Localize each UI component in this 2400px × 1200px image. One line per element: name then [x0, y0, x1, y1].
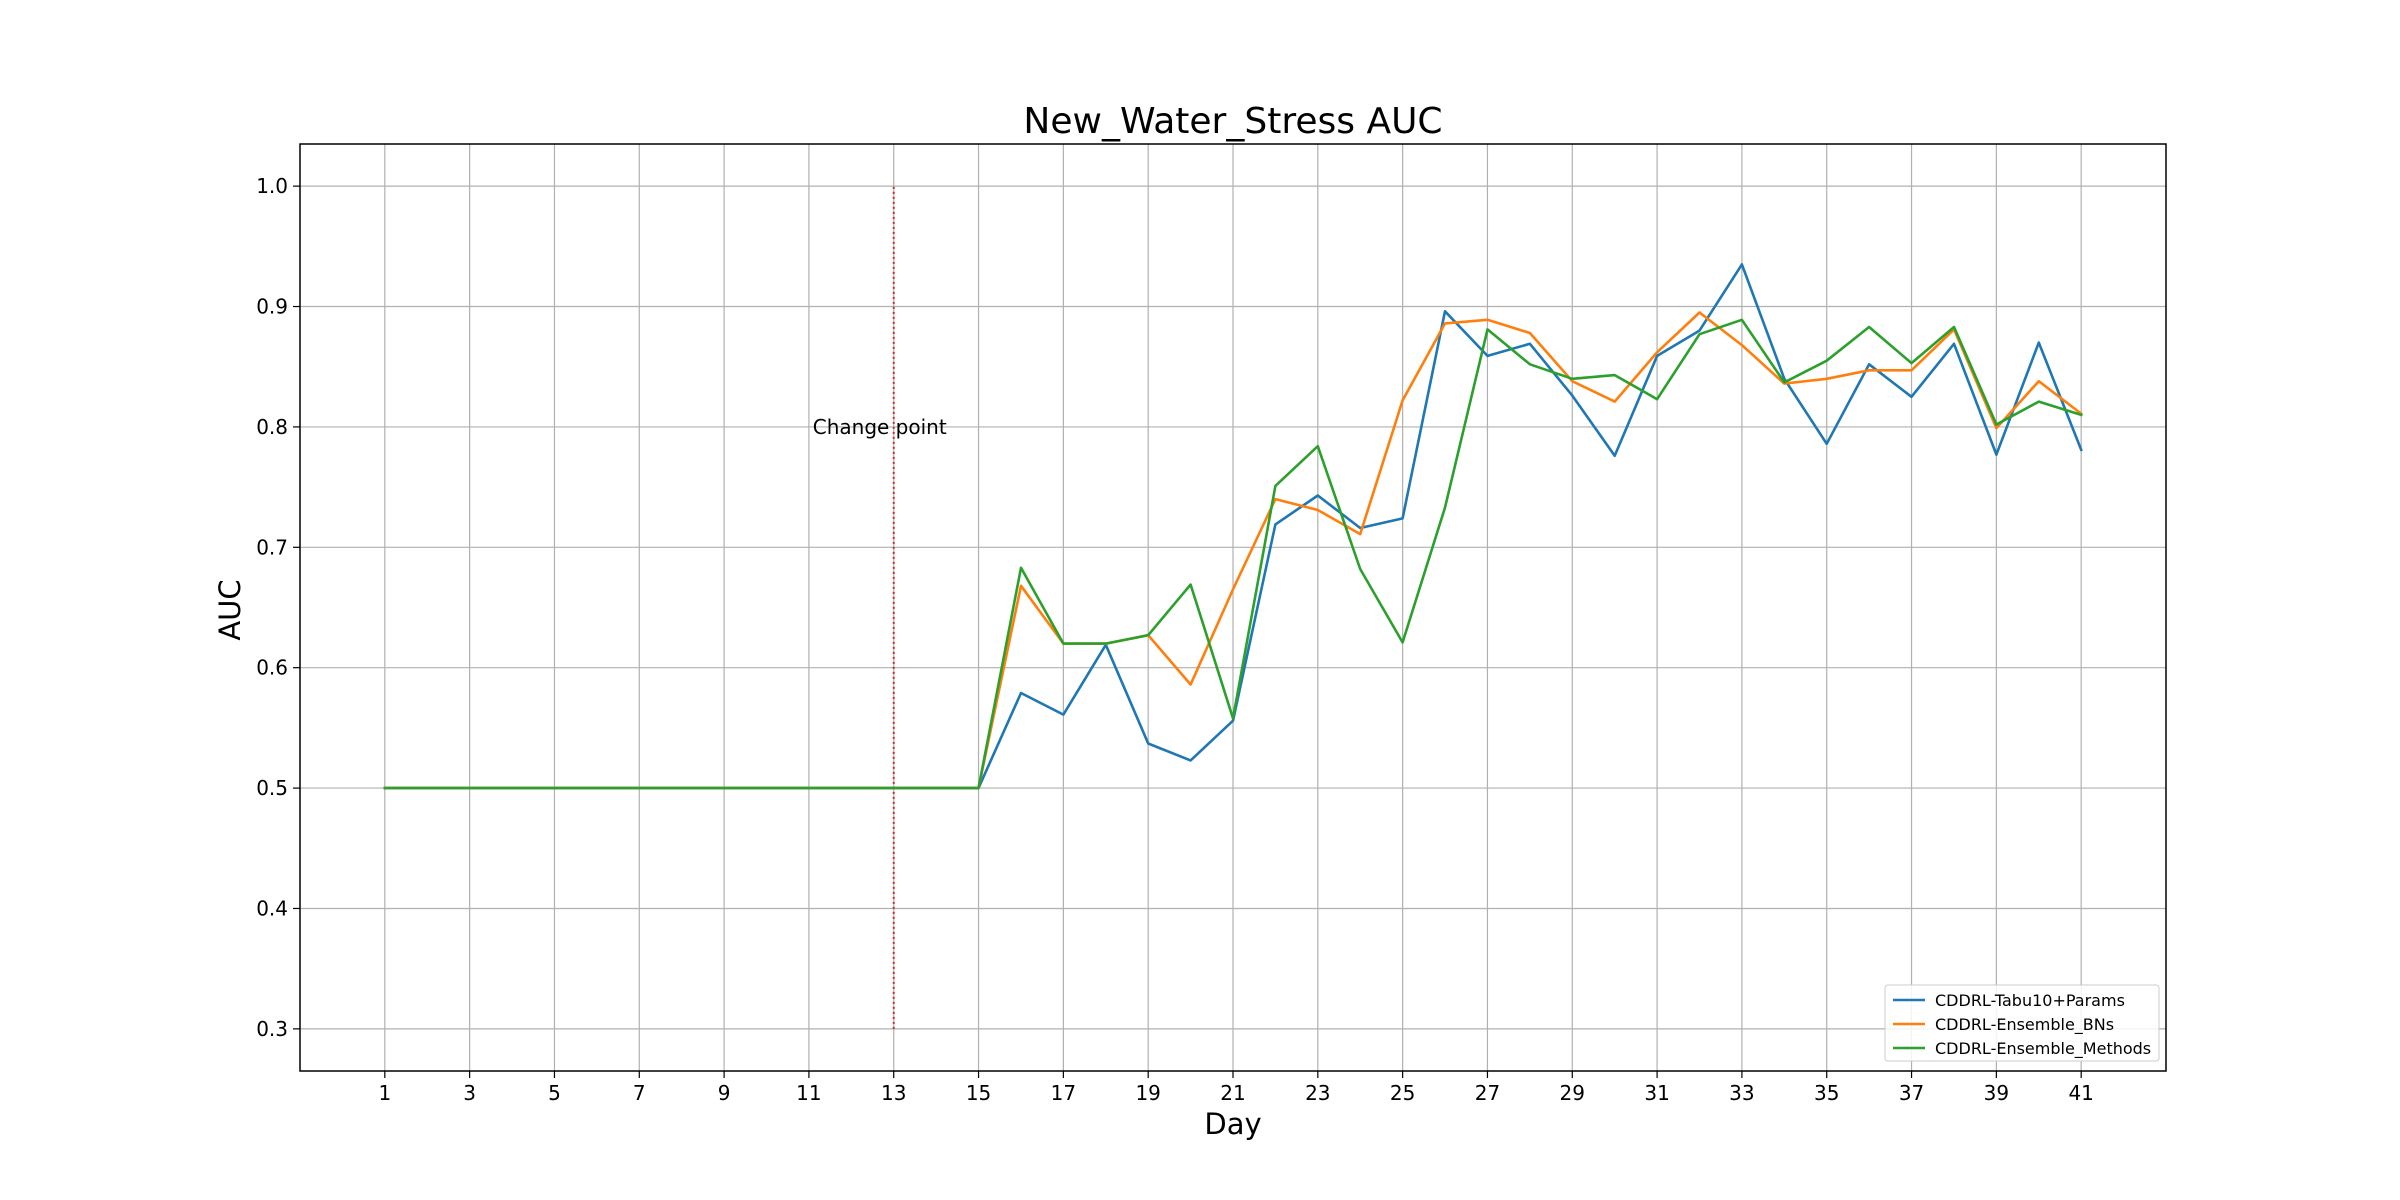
x-tick-label: 19 [1135, 1081, 1160, 1105]
grid [300, 144, 2166, 1071]
change-point-label: Change point [813, 415, 947, 439]
legend-label: CDDRL-Ensemble_Methods [1935, 1039, 2151, 1059]
x-tick-label: 3 [463, 1081, 476, 1105]
x-tick-label: 1 [378, 1081, 391, 1105]
x-tick-label: 35 [1814, 1081, 1839, 1105]
x-tick-label: 41 [2068, 1081, 2093, 1105]
x-tick-label: 27 [1475, 1081, 1500, 1105]
y-tick-label: 1.0 [256, 174, 288, 198]
series-line-3 [383, 318, 2083, 790]
y-tick-label: 0.5 [256, 776, 288, 800]
series-layer [383, 263, 2084, 790]
x-tick-label: 39 [1984, 1081, 2009, 1105]
x-tick-label: 15 [966, 1081, 991, 1105]
y-tick-label: 0.6 [256, 656, 288, 680]
x-tick-label: 33 [1729, 1081, 1754, 1105]
y-tick-label: 0.9 [256, 295, 288, 319]
legend-box [1884, 984, 2160, 1062]
x-axis-label: Day [1204, 1107, 1261, 1141]
x-tick-label: 7 [633, 1081, 646, 1105]
x-tick-label: 31 [1644, 1081, 1669, 1105]
x-tick-label: 23 [1305, 1081, 1330, 1105]
ticks: 1 3 5 7 9 11 13 15 17 19 21 23 25 27 29 31 33 35 37 39 410.3… [256, 174, 2094, 1105]
legend-label: CDDRL-Tabu10+Params [1935, 991, 2125, 1010]
chart-title: New_Water_Stress AUC [1023, 101, 1442, 142]
x-tick-label: 5 [548, 1081, 561, 1105]
legend: CDDRL-Tabu10+Params CDDRL-Ensemble_BNs CDD… [1884, 984, 2160, 1062]
x-tick-label: 11 [796, 1081, 821, 1105]
y-axis-label: AUC [213, 579, 247, 640]
y-tick-label: 0.8 [256, 415, 288, 439]
x-tick-label: 17 [1051, 1081, 1076, 1105]
legend-label: CDDRL-Ensemble_BNs [1935, 1015, 2114, 1035]
x-tick-label: 13 [881, 1081, 906, 1105]
x-tick-label: 25 [1390, 1081, 1415, 1105]
x-tick-label: 9 [718, 1081, 731, 1105]
x-tick-label: 37 [1899, 1081, 1924, 1105]
x-tick-label: 21 [1220, 1081, 1245, 1105]
y-tick-label: 0.4 [256, 896, 288, 920]
x-tick-label: 29 [1560, 1081, 1585, 1105]
y-tick-label: 0.7 [256, 535, 288, 559]
y-tick-label: 0.3 [256, 1017, 288, 1041]
